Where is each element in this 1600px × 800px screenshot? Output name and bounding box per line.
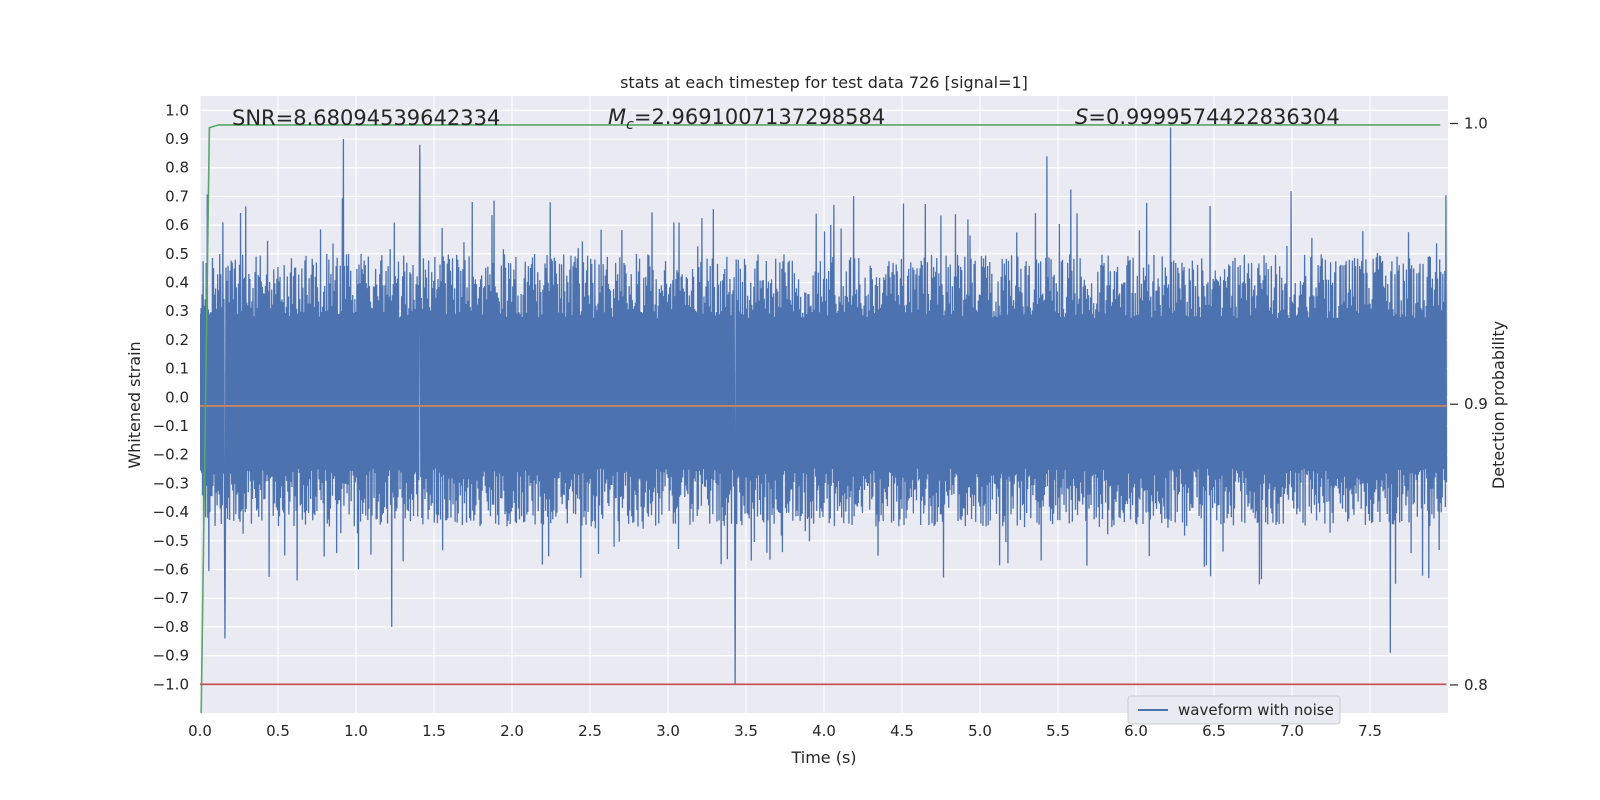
y-tick-label: 0.7: [165, 187, 189, 205]
x-tick-label: 5.0: [968, 722, 992, 740]
y-tick-label: −0.8: [153, 618, 189, 636]
snr-label: SNR: [232, 106, 276, 130]
snr-equals: =: [276, 106, 294, 130]
y2-axis-label: Detection probability: [1489, 321, 1508, 489]
y-tick-label: 0.2: [165, 331, 189, 349]
y-tick-label: −0.6: [153, 561, 189, 579]
s-annotation: S=0.9999574422836304: [1075, 105, 1340, 129]
y-tick-label: 0.6: [165, 216, 189, 234]
y-tick-label: −0.4: [153, 503, 189, 521]
annotations: SNR=8.68094539642334 Mc=2.96910071372985…: [232, 105, 1340, 133]
y-tick-label: −1.0: [153, 675, 189, 693]
chirp-mass-equals: =: [634, 105, 652, 129]
s-equals: =: [1088, 105, 1106, 129]
x-tick-label: 6.5: [1202, 722, 1226, 740]
s-value: 0.9999574422836304: [1106, 105, 1340, 129]
chirp-mass-label: M: [608, 105, 626, 129]
y-tick-label: −0.1: [153, 417, 189, 435]
x-tick-label: 1.0: [344, 722, 368, 740]
chirp-mass-subscript: c: [626, 117, 634, 133]
series-line-2: [200, 124, 1441, 713]
x-axis-label: Time (s): [790, 748, 856, 767]
y-tick-label: 0.4: [165, 274, 189, 292]
y-tick-label: 0.8: [165, 159, 189, 177]
y-axis-label: Whitened strain: [125, 341, 144, 468]
x-tick-label: 7.5: [1358, 722, 1382, 740]
s-label: S: [1075, 105, 1088, 129]
x-tick-label: 0.0: [188, 722, 212, 740]
y-tick-label: −0.2: [153, 446, 189, 464]
y-tick-label: 0.3: [165, 302, 189, 320]
chirp-mass-value: 2.9691007137298584: [651, 105, 885, 129]
x-tick-label: 3.5: [734, 722, 758, 740]
y-tick-label: 0.5: [165, 245, 189, 263]
legend-label-waveform: waveform with noise: [1178, 701, 1334, 719]
y-tick-label: −0.5: [153, 532, 189, 550]
x-tick-label: 2.5: [578, 722, 602, 740]
x-tick-label: 0.5: [266, 722, 290, 740]
x-tick-label: 4.0: [812, 722, 836, 740]
chirp-mass-annotation: Mc=2.9691007137298584: [608, 105, 885, 133]
y-tick-label: −0.7: [153, 589, 189, 607]
x-tick-labels: 0.0 0.5 1.0 1.5 2.0 2.5 3.0 3.5 4.0 4.5 5.0 5.5 6.0 6…: [188, 722, 1382, 740]
chart-title: stats at each timestep for test data 726…: [620, 73, 1028, 92]
x-tick-label: 7.0: [1280, 722, 1304, 740]
y2-tick-label: 0.9: [1464, 395, 1488, 413]
legend-box: [1127, 695, 1341, 725]
y-tick-label: 0.0: [165, 388, 189, 406]
snr-annotation: SNR=8.68094539642334: [232, 106, 500, 130]
y-tick-label: −0.3: [153, 474, 189, 492]
y-tick-labels: 1.0 0.9 0.8 0.7 0.6 0.5 0.4 0.3 0.2 0.1 0.0 −0.1 −0.…: [153, 101, 189, 693]
x-tick-label: 1.5: [422, 722, 446, 740]
snr-value: 8.68094539642334: [293, 106, 500, 130]
x-tick-label: 5.5: [1046, 722, 1070, 740]
x-tick-label: 2.0: [500, 722, 524, 740]
y-tick-label: 1.0: [165, 101, 189, 119]
y-tick-label: 0.1: [165, 360, 189, 378]
x-tick-label: 6.0: [1124, 722, 1148, 740]
series-waveform-with-noise: [200, 127, 1448, 685]
x-tick-label: 3.0: [656, 722, 680, 740]
x-tick-label: 4.5: [890, 722, 914, 740]
series-layer: [200, 124, 1448, 713]
y2-tick-label: 0.8: [1464, 676, 1488, 694]
y2-tick-label: 1.0: [1464, 115, 1488, 133]
y2-tick-labels: 1.0 0.9 0.8: [1450, 115, 1488, 694]
y-tick-label: −0.9: [153, 647, 189, 665]
y-tick-label: 0.9: [165, 130, 189, 148]
legend: waveform with noise: [1127, 695, 1341, 725]
